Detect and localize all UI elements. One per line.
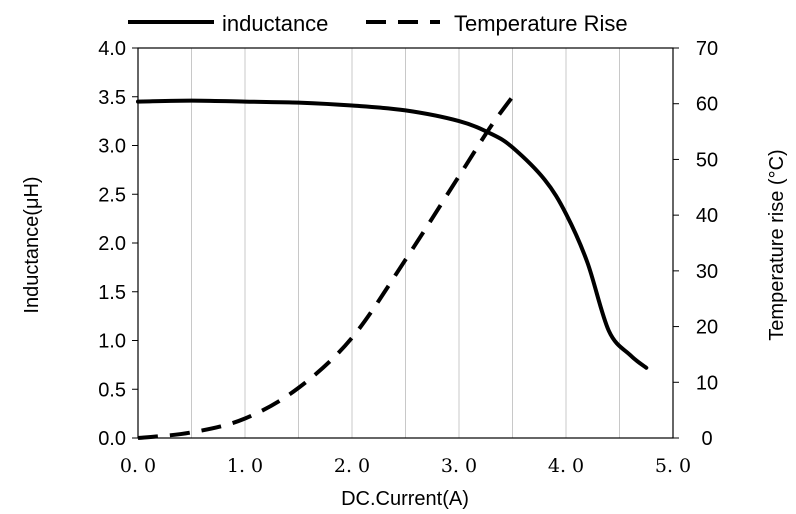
y-tick-label: 2.5 xyxy=(98,184,126,206)
y-tick-label: 0.0 xyxy=(98,428,126,450)
x-tick-label: 1. 0 xyxy=(227,455,263,477)
series-layer xyxy=(136,88,649,440)
y2-tick-label: 40 xyxy=(696,205,718,227)
y2-tick-label: 60 xyxy=(696,94,718,116)
grid-lines xyxy=(191,48,620,438)
y-tick-label: 3.5 xyxy=(98,87,126,109)
y2-tick-label: 50 xyxy=(696,149,718,171)
y-tick-label: 3.0 xyxy=(98,136,126,158)
y-tick-label: 1.5 xyxy=(98,282,126,304)
series-line-temperature-rise xyxy=(137,88,520,440)
y2-tick-label: 30 xyxy=(696,261,718,283)
x-tick-label: 2. 0 xyxy=(334,455,370,477)
x-tick-label: 0. 0 xyxy=(120,455,156,477)
series-line-inductance xyxy=(136,98,649,370)
y-tick-label: 4.0 xyxy=(98,38,126,60)
x-axis-label: DC.Current(A) xyxy=(341,488,469,510)
y2-axis-label: Temperature rise (°C) xyxy=(766,149,788,340)
y-tick-label: 0.5 xyxy=(98,379,126,401)
y2-tick-label: 70 xyxy=(696,38,718,60)
y-tick-label: 1.0 xyxy=(98,331,126,353)
legend: inductance Temperature Rise xyxy=(128,11,628,36)
y2-tick-label: 20 xyxy=(696,317,718,339)
x-tick-label: 5. 0 xyxy=(655,455,691,477)
y2-tick-label: 10 xyxy=(696,372,718,394)
x-tick-label: 4. 0 xyxy=(548,455,584,477)
y-tick-label: 2.0 xyxy=(98,233,126,255)
y2-tick-label: 0 xyxy=(701,428,712,450)
legend-label-temperature-rise: Temperature Rise xyxy=(454,11,628,36)
legend-label-inductance: inductance xyxy=(222,11,328,36)
axis-ticks: 0. 0 1. 0 2. 0 3. 0 4. 0 5. 0 0.0 0.5 1.0 1.5 2.0 2… xyxy=(98,38,718,477)
x-tick-label: 3. 0 xyxy=(441,455,477,477)
y-axis-label: Inductance(μH) xyxy=(21,176,43,313)
